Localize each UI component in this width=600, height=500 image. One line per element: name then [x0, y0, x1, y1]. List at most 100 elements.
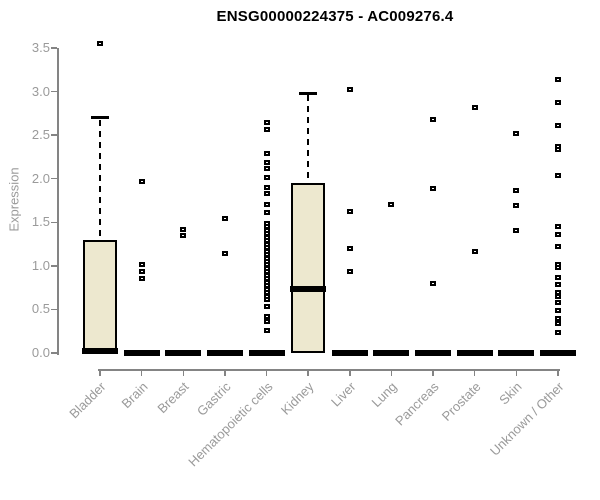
- box: [291, 183, 326, 353]
- outlier-point: [513, 203, 520, 209]
- outlier-point: [346, 269, 353, 275]
- x-tick: [265, 369, 268, 376]
- median-line: [456, 350, 493, 356]
- outlier-point: [554, 293, 561, 299]
- outlier-point: [554, 224, 561, 230]
- median-line: [415, 350, 452, 356]
- whisker-cap: [91, 116, 109, 119]
- x-tick: [140, 369, 143, 376]
- y-tick-label: 0.0: [31, 345, 50, 360]
- outlier-point: [138, 268, 145, 274]
- median-line: [206, 350, 243, 356]
- y-tick-label: 2.5: [31, 127, 50, 143]
- outlier-point: [554, 315, 561, 321]
- box: [83, 239, 117, 353]
- outlier-point: [180, 226, 187, 232]
- outlier-point: [554, 307, 561, 313]
- outlier-point: [263, 202, 270, 208]
- median-line: [498, 350, 535, 356]
- outlier-point: [263, 159, 270, 165]
- outlier-point: [388, 202, 395, 208]
- outlier-point: [263, 327, 270, 333]
- outlier-point: [97, 41, 103, 47]
- outlier-point: [138, 178, 145, 184]
- outlier-point: [430, 185, 437, 191]
- outlier-point: [430, 116, 437, 122]
- outlier-point: [554, 231, 561, 237]
- outlier-point: [554, 320, 561, 326]
- outlier-point: [180, 232, 187, 238]
- x-tick: [349, 369, 351, 376]
- outlier-point: [138, 275, 145, 281]
- outlier-point: [554, 274, 561, 280]
- outlier-point: [554, 289, 561, 295]
- median-line: [373, 350, 410, 356]
- outlier-point: [554, 147, 561, 153]
- y-tick: [50, 308, 57, 311]
- outlier-point: [263, 319, 270, 325]
- y-tick-label: 1.5: [31, 214, 50, 230]
- x-tick: [557, 369, 559, 376]
- y-tick: [50, 177, 57, 180]
- outlier-point: [554, 99, 561, 105]
- outlier-point: [263, 304, 270, 310]
- chart-title: ENSG00000224375 - AC009276.4: [216, 8, 454, 25]
- outlier-point: [554, 123, 561, 129]
- x-tick: [307, 369, 309, 376]
- outlier-point: [430, 280, 437, 286]
- outlier-point: [554, 244, 561, 250]
- outlier-point: [263, 175, 270, 181]
- outlier-point: [263, 191, 270, 197]
- outlier-point: [471, 104, 478, 110]
- y-tick: [50, 134, 57, 136]
- y-tick-label: 3.0: [31, 83, 50, 99]
- median-line: [123, 350, 160, 356]
- outlier-point: [263, 126, 270, 132]
- whisker-cap: [299, 92, 318, 95]
- y-tick: [50, 47, 57, 49]
- median-line: [539, 350, 576, 356]
- x-tick: [224, 369, 226, 376]
- outlier-point: [263, 165, 270, 171]
- outlier-point: [554, 76, 561, 82]
- y-tick: [50, 221, 57, 224]
- y-tick: [50, 90, 57, 93]
- outlier-point: [263, 150, 270, 156]
- x-axis-line: [98, 369, 560, 371]
- outlier-point: [263, 313, 270, 319]
- x-tick: [182, 369, 185, 376]
- y-tick: [50, 265, 57, 267]
- y-tick-label: 1.0: [31, 257, 50, 273]
- y-tick-label: 3.5: [31, 40, 50, 55]
- outlier-point: [554, 172, 561, 178]
- outlier-point: [263, 210, 270, 216]
- outlier-point: [554, 330, 561, 336]
- outlier-point: [263, 297, 270, 303]
- y-tick: [50, 352, 57, 354]
- outlier-point: [221, 216, 228, 222]
- x-tick: [99, 369, 101, 376]
- median-line: [165, 350, 202, 356]
- outlier-point: [554, 281, 561, 287]
- x-tick: [515, 369, 518, 376]
- outlier-point: [513, 227, 520, 233]
- outlier-point: [263, 119, 270, 125]
- y-axis-line: [57, 48, 59, 355]
- median-line: [248, 350, 285, 356]
- outlier-point: [513, 130, 520, 136]
- y-axis-label: Expression: [6, 167, 22, 232]
- x-tick: [390, 369, 393, 376]
- median-line: [290, 286, 327, 293]
- outlier-point: [513, 188, 520, 194]
- x-tick: [473, 369, 476, 376]
- whisker: [307, 95, 310, 184]
- x-tick: [432, 369, 434, 376]
- outlier-point: [346, 87, 353, 93]
- outlier-point: [554, 299, 561, 305]
- outlier-point: [346, 245, 353, 251]
- y-tick-label: 2.0: [31, 170, 50, 186]
- outlier-point: [221, 251, 228, 257]
- outlier-point: [263, 184, 270, 190]
- median-line: [82, 348, 118, 355]
